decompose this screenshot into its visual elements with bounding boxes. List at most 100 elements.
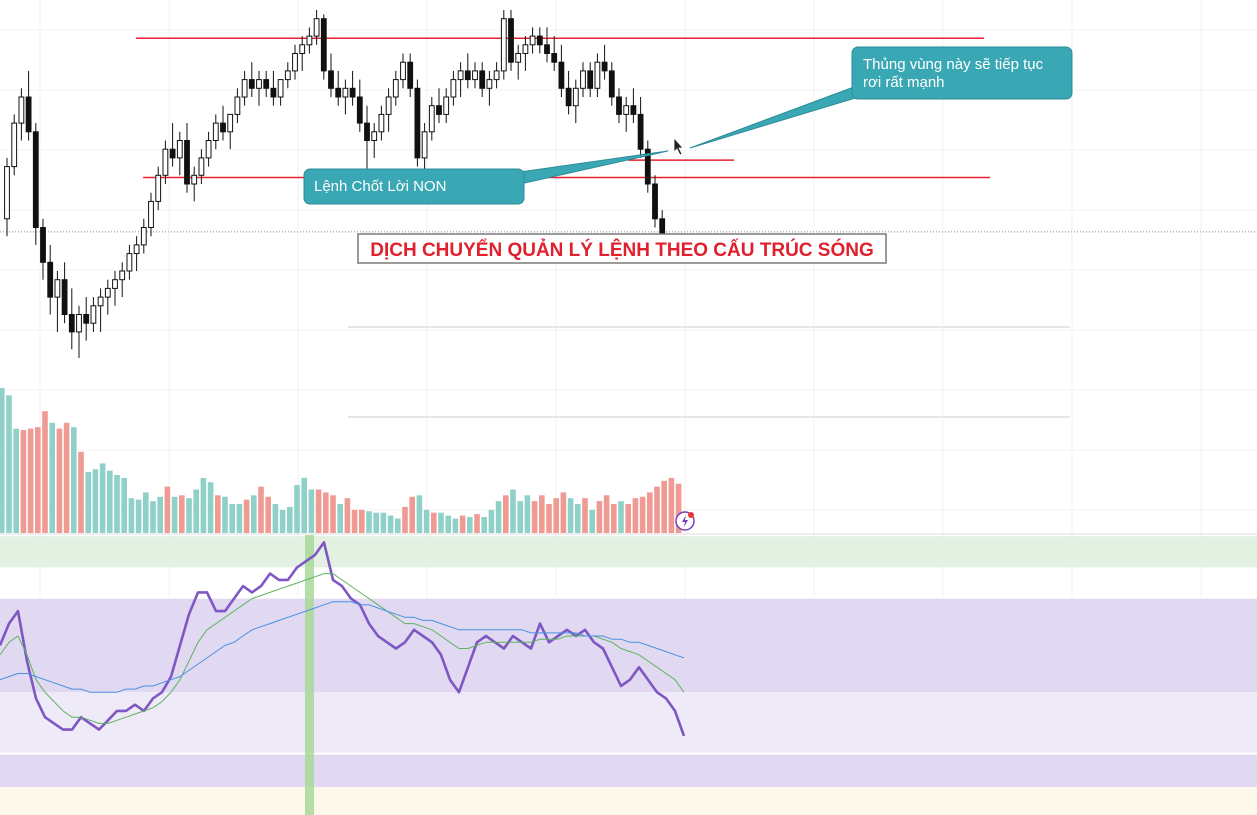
candle-body <box>270 87 277 98</box>
candle <box>608 62 615 106</box>
candle-body <box>263 79 270 89</box>
candle <box>428 97 435 141</box>
candle <box>119 262 126 298</box>
volume-bar <box>337 504 343 533</box>
candle-body <box>601 61 608 72</box>
candle-body <box>414 87 421 159</box>
volume-bar <box>625 504 631 533</box>
candle-body <box>407 61 414 89</box>
candle <box>601 44 608 80</box>
candle <box>522 36 529 71</box>
volume-bar <box>135 499 142 533</box>
candle-body <box>428 105 435 133</box>
volume-bar <box>611 504 617 533</box>
candle-body <box>486 79 493 89</box>
candle <box>392 70 399 106</box>
candle-body <box>155 174 162 202</box>
candle <box>486 70 493 106</box>
volume-bar <box>27 428 34 533</box>
candle-body <box>637 113 644 150</box>
candle-body <box>400 61 406 81</box>
volume-bar <box>330 495 336 533</box>
candle <box>529 27 536 54</box>
candle <box>169 123 176 167</box>
volume-bar <box>315 489 322 533</box>
rsi-series-line <box>0 601 685 693</box>
candle <box>479 62 486 97</box>
volume-bar <box>13 428 19 533</box>
candle <box>306 27 313 54</box>
candle <box>83 297 90 341</box>
candle-body <box>392 79 399 98</box>
candle <box>558 44 565 97</box>
volume-bar <box>157 496 163 533</box>
volume-bar <box>575 504 581 533</box>
candle <box>140 218 147 254</box>
candle <box>32 123 39 245</box>
volume-bar <box>654 486 660 533</box>
rsi-band <box>0 787 1257 815</box>
candle-body <box>54 279 61 298</box>
candle <box>457 62 464 97</box>
volume-bar <box>481 517 487 533</box>
volume-bar <box>150 501 156 533</box>
candle <box>508 10 514 71</box>
volume-bar <box>279 509 286 533</box>
candle-body <box>580 70 586 89</box>
volume-bar <box>222 496 228 533</box>
candle <box>652 175 658 228</box>
candle-body <box>126 253 133 272</box>
volume-bar <box>380 512 387 533</box>
candle-body <box>277 79 284 98</box>
volume-bar <box>539 495 545 533</box>
volume-bar <box>639 496 646 533</box>
volume-bar <box>85 472 91 533</box>
candle <box>198 149 205 184</box>
rsi-series-line <box>0 541 686 737</box>
candle <box>414 79 421 167</box>
candle-body <box>176 140 183 159</box>
candle <box>133 236 140 271</box>
candle-body <box>320 18 327 72</box>
candle-body <box>306 35 313 46</box>
candle <box>335 70 342 106</box>
volume-bar <box>99 463 106 533</box>
candle <box>184 123 190 193</box>
volume-bar <box>236 504 243 533</box>
volume-bar <box>207 482 214 533</box>
volume-bar <box>366 511 372 533</box>
candle-body <box>68 314 75 333</box>
candle <box>4 157 10 237</box>
volume-bar <box>0 388 5 533</box>
volume-bar <box>603 495 610 533</box>
candle-body <box>464 70 471 81</box>
volume-bar <box>553 498 559 533</box>
candle <box>371 123 378 158</box>
volume-bar <box>459 515 466 533</box>
candle <box>263 70 270 97</box>
candle-body <box>227 113 234 133</box>
candle-body <box>299 44 306 54</box>
candle <box>68 288 75 350</box>
candle-body <box>572 87 579 107</box>
candle-body <box>335 87 342 98</box>
volume-bar <box>128 498 135 533</box>
volume-bar <box>359 509 365 533</box>
volume-bar <box>294 485 300 533</box>
callout-left-box <box>303 168 525 205</box>
volume-bar <box>229 504 235 533</box>
volume-bar <box>78 451 84 533</box>
volume-bar <box>308 489 315 533</box>
volume-bar <box>474 514 480 533</box>
lightning-badge-icon[interactable] <box>675 511 695 531</box>
candle <box>54 271 61 332</box>
candle <box>176 131 183 176</box>
candle <box>320 14 327 80</box>
candle-body <box>133 244 140 255</box>
candle <box>299 36 306 71</box>
candle-body <box>104 287 111 298</box>
volume-bar <box>323 492 329 533</box>
volume-bar <box>272 504 279 533</box>
candle-body <box>522 44 529 54</box>
